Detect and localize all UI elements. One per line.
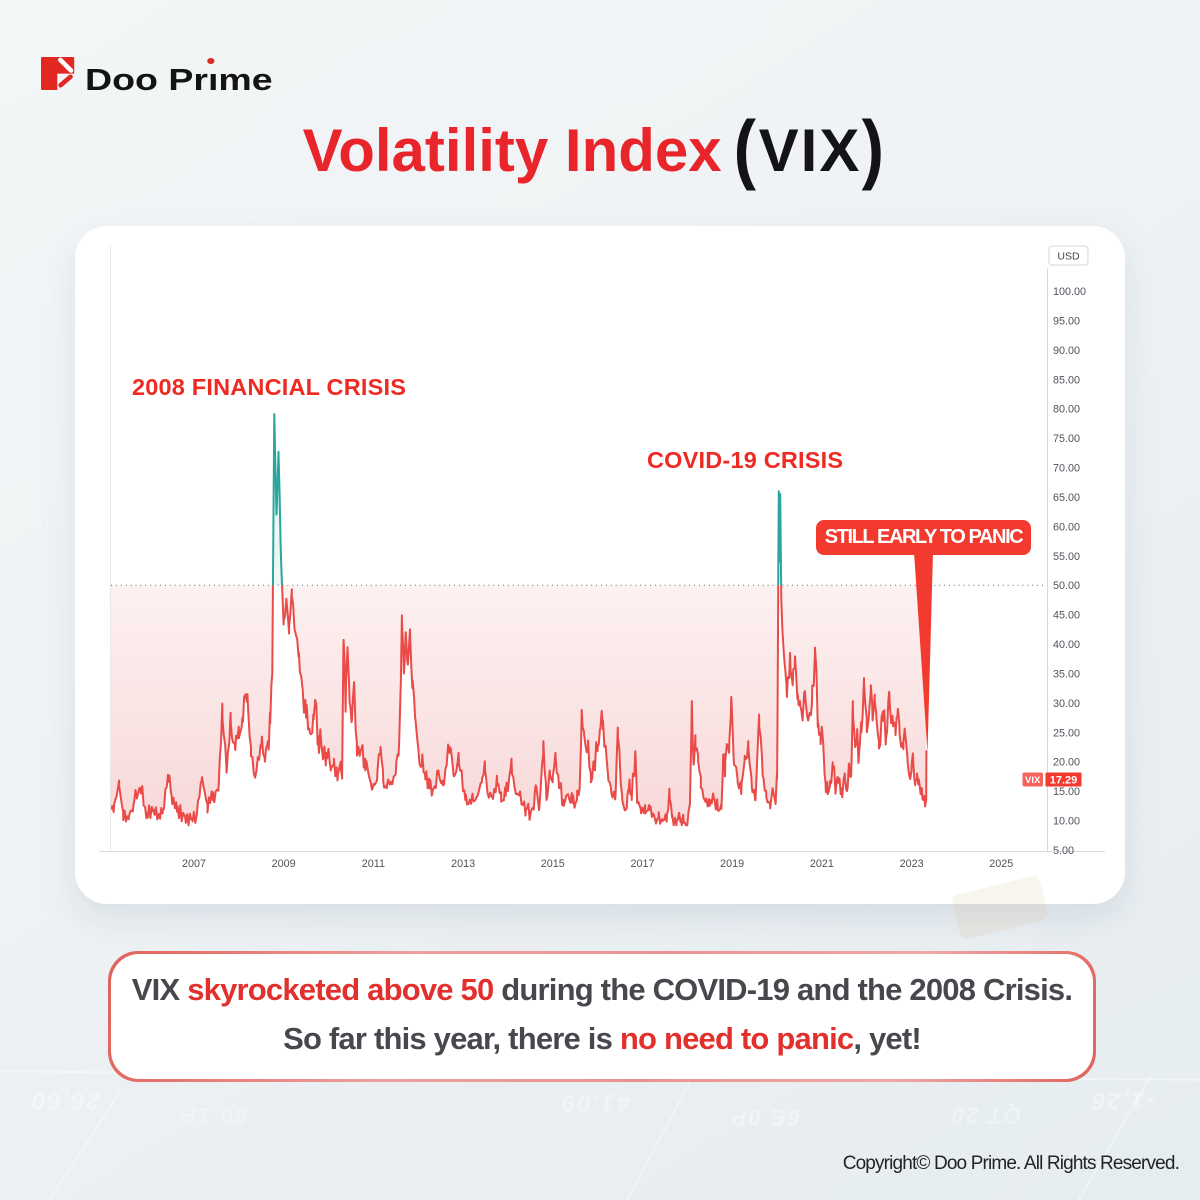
svg-text:VIX: VIX — [1025, 775, 1041, 786]
svg-text:10.00: 10.00 — [1053, 816, 1080, 828]
svg-text:20.00: 20.00 — [1053, 757, 1080, 769]
svg-text:2009: 2009 — [272, 858, 296, 870]
svg-text:2011: 2011 — [362, 858, 385, 870]
svg-text:80.00: 80.00 — [1053, 404, 1080, 416]
svg-text:2017: 2017 — [630, 858, 654, 870]
svg-text:15.00: 15.00 — [1053, 786, 1080, 798]
svg-text:2015: 2015 — [541, 858, 565, 870]
svg-text:45.00: 45.00 — [1053, 610, 1080, 622]
svg-text:2013: 2013 — [451, 858, 475, 870]
svg-text:17.29: 17.29 — [1050, 775, 1078, 787]
svg-text:2025: 2025 — [989, 858, 1013, 870]
svg-text:50.00: 50.00 — [1053, 580, 1080, 592]
svg-text:2019: 2019 — [720, 858, 744, 870]
svg-text:90.00: 90.00 — [1053, 345, 1080, 357]
svg-text:30.00: 30.00 — [1053, 698, 1080, 710]
svg-text:USD: USD — [1057, 251, 1080, 263]
svg-text:25.00: 25.00 — [1053, 727, 1080, 739]
svg-text:40.00: 40.00 — [1053, 639, 1080, 651]
svg-text:60.00: 60.00 — [1053, 521, 1080, 533]
svg-text:35.00: 35.00 — [1053, 669, 1080, 681]
svg-text:55.00: 55.00 — [1053, 551, 1080, 563]
svg-text:2023: 2023 — [900, 858, 924, 870]
svg-text:85.00: 85.00 — [1053, 374, 1080, 386]
svg-text:65.00: 65.00 — [1053, 492, 1080, 504]
svg-text:95.00: 95.00 — [1053, 315, 1080, 327]
svg-text:5.00: 5.00 — [1053, 845, 1074, 857]
svg-text:2021: 2021 — [810, 858, 834, 870]
svg-text:100.00: 100.00 — [1053, 286, 1086, 298]
svg-text:75.00: 75.00 — [1053, 433, 1080, 445]
svg-text:2007: 2007 — [182, 858, 206, 870]
svg-text:70.00: 70.00 — [1053, 463, 1080, 475]
